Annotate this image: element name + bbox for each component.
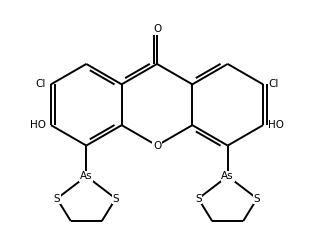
Text: As: As: [80, 171, 93, 181]
Text: HO: HO: [30, 120, 46, 130]
Text: S: S: [254, 194, 260, 204]
Text: Cl: Cl: [268, 79, 279, 89]
Text: Cl: Cl: [35, 79, 46, 89]
Text: S: S: [195, 194, 202, 204]
Text: S: S: [54, 194, 60, 204]
Text: As: As: [221, 171, 234, 181]
Text: O: O: [153, 24, 161, 34]
Text: HO: HO: [268, 120, 284, 130]
Text: O: O: [153, 141, 161, 150]
Text: S: S: [112, 194, 119, 204]
